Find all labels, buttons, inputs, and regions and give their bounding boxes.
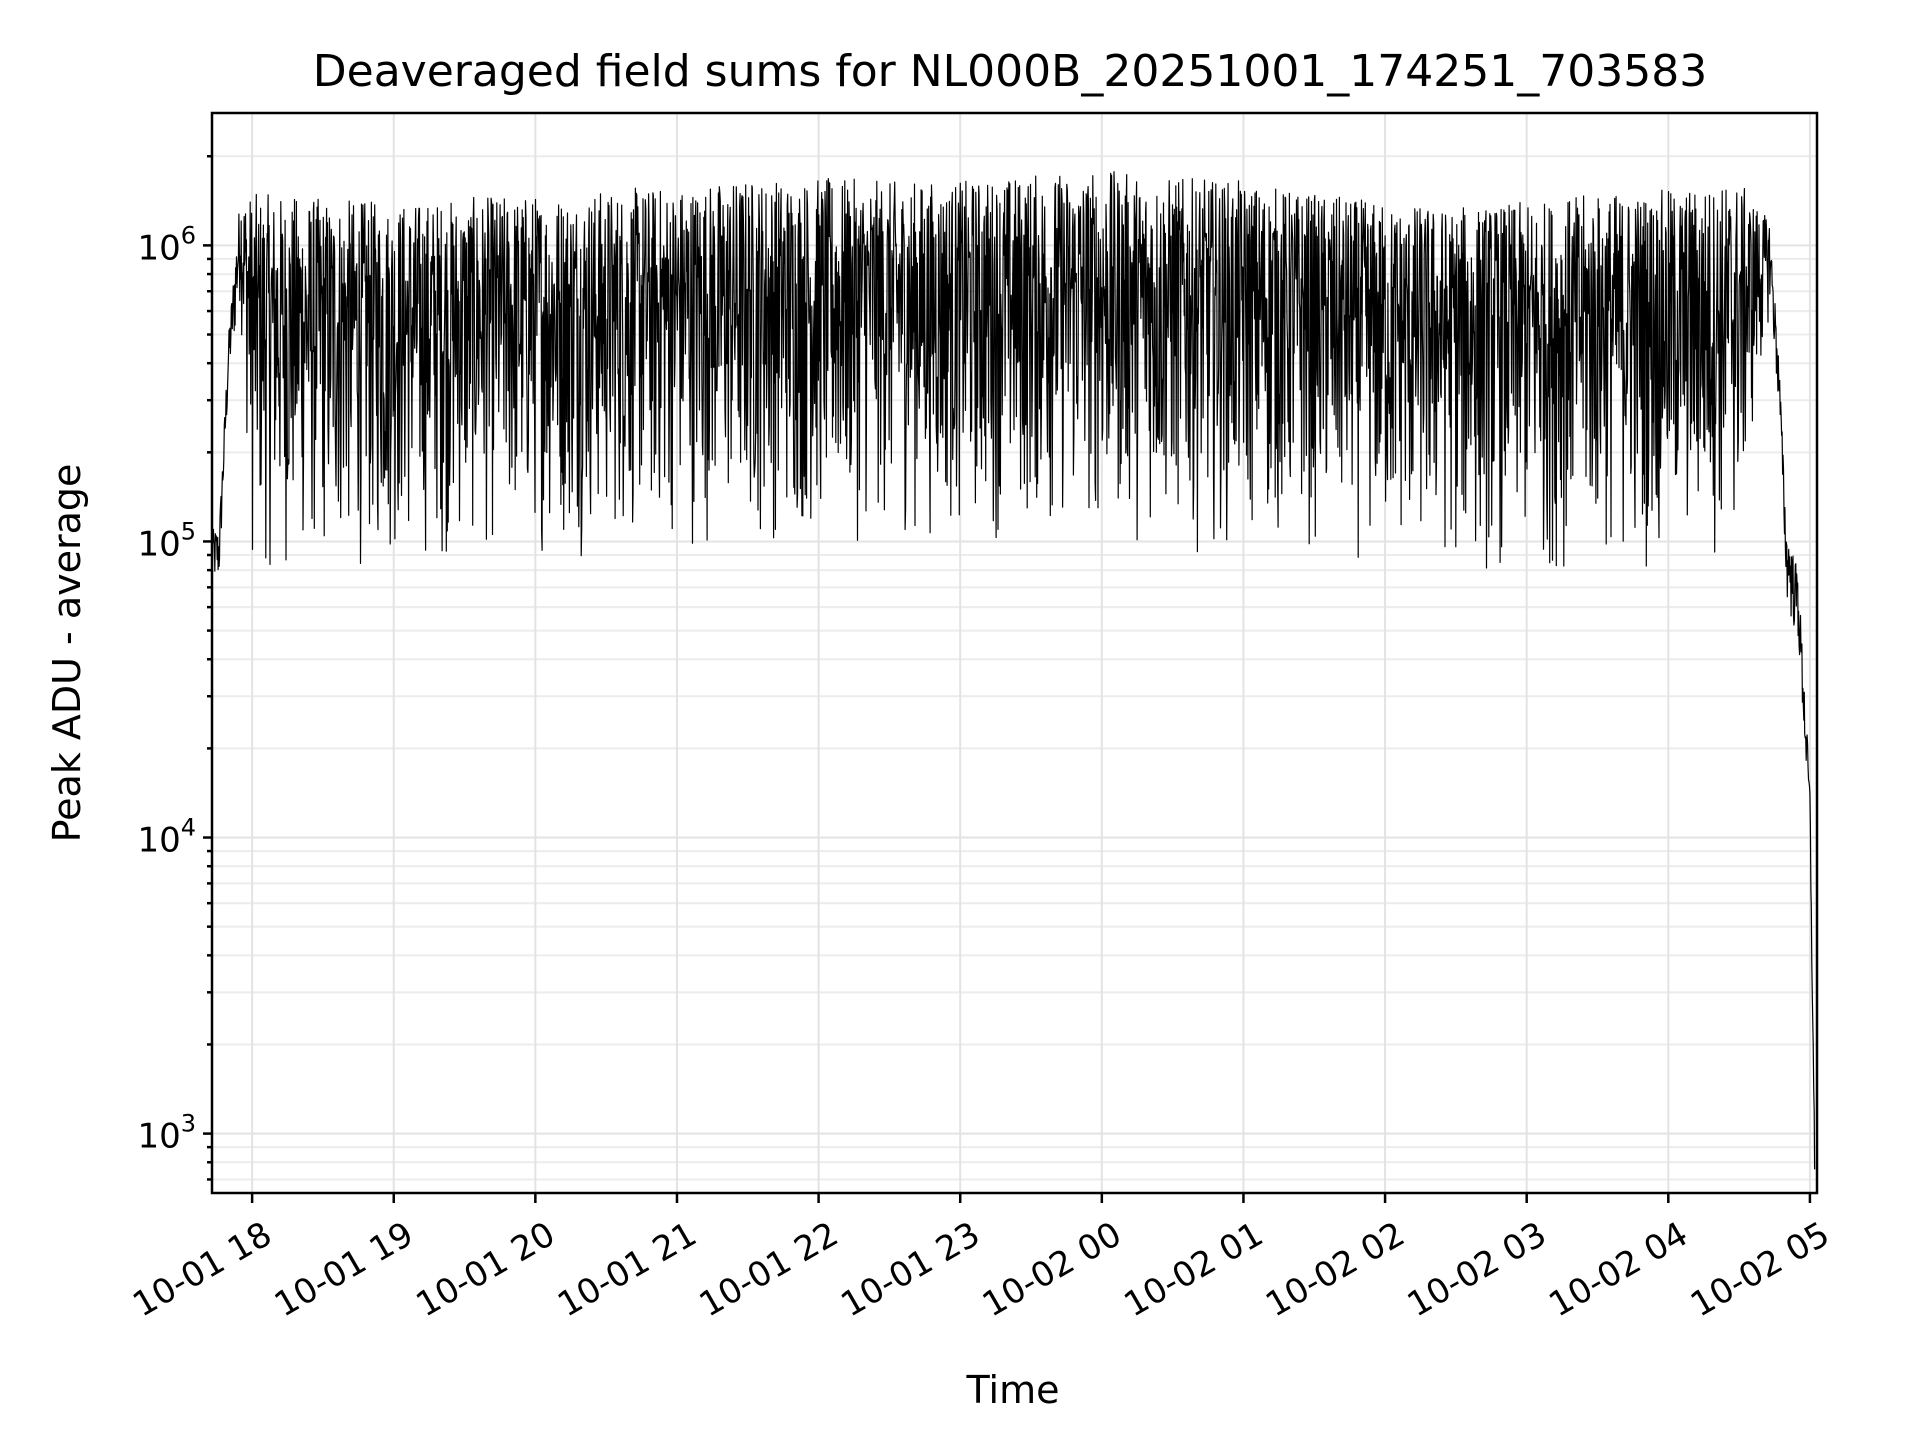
y-tick-label: 106 xyxy=(137,221,196,268)
plot-area-frame xyxy=(210,111,1819,1195)
x-axis-label: Time xyxy=(966,1368,1060,1412)
y-tick-label: 105 xyxy=(137,517,196,564)
series-layer xyxy=(211,171,1816,1170)
y-axis-label: Peak ADU - average xyxy=(45,464,89,843)
grid-lines xyxy=(212,113,1817,1193)
chart-title: Deaveraged field sums for NL000B_2025100… xyxy=(313,46,1707,97)
y-tick-label: 103 xyxy=(137,1110,196,1157)
series-line xyxy=(211,171,1816,1170)
y-tick-label: 104 xyxy=(137,814,196,861)
